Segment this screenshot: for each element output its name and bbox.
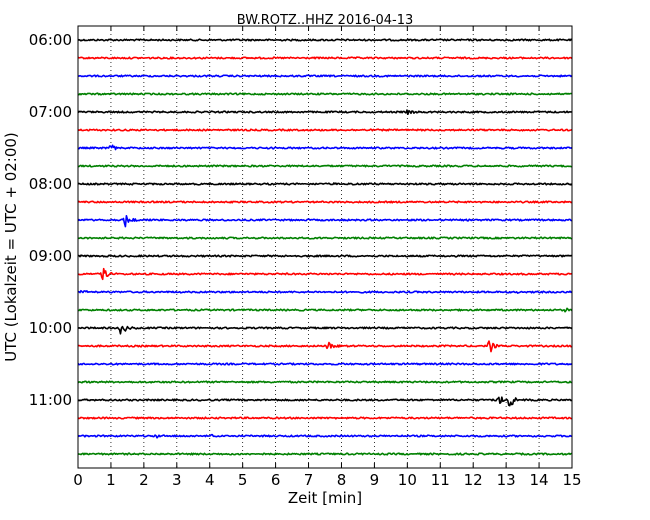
x-tick-label: 13 — [497, 471, 516, 489]
trace-1145 — [77, 452, 573, 456]
x-tick-label: 15 — [562, 471, 581, 489]
trace-1130 — [77, 433, 573, 439]
x-tick-label: 4 — [205, 471, 215, 489]
x-tick-label: 14 — [530, 471, 549, 489]
trace-1000 — [77, 325, 573, 335]
y-tick-label: 11:00 — [29, 391, 72, 409]
trace-1015 — [77, 340, 573, 353]
trace-0815 — [77, 200, 573, 204]
plot-frame — [77, 25, 573, 469]
y-tick-label: 08:00 — [29, 175, 72, 193]
y-tick-label: 10:00 — [29, 319, 72, 337]
x-tick-label: 2 — [139, 471, 149, 489]
trace-0730 — [77, 144, 573, 151]
trace-0615 — [77, 56, 573, 60]
x-tick-label: 6 — [271, 471, 281, 489]
ticks: 0 1 2 3 4 5 6 7 8 9 10 11 12 13 14 1506:0007:0008:0009:… — [29, 26, 582, 489]
grid — [110, 26, 540, 468]
trace-0745 — [77, 164, 573, 168]
y-tick-label: 07:00 — [29, 103, 72, 121]
trace-0600 — [77, 38, 573, 42]
trace-1115 — [77, 416, 573, 420]
x-tick-label: 1 — [106, 471, 116, 489]
trace-0700 — [77, 109, 573, 115]
trace-1100 — [77, 396, 573, 407]
x-tick-label: 7 — [304, 471, 314, 489]
x-tick-label: 9 — [370, 471, 380, 489]
chart-title: BW.ROTZ..HHZ 2016-04-13 — [237, 13, 413, 28]
y-tick-label: 09:00 — [29, 247, 72, 265]
traces — [77, 38, 573, 456]
x-tick-label: 11 — [431, 471, 450, 489]
trace-0930 — [77, 289, 573, 294]
trace-0900 — [77, 254, 573, 258]
x-tick-label: 8 — [337, 471, 347, 489]
x-tick-label: 0 — [73, 471, 83, 489]
y-axis-label: UTC (Lokalzeit = UTC + 02:00) — [2, 132, 20, 362]
x-axis-label: Zeit [min] — [288, 489, 362, 507]
trace-1045 — [77, 380, 573, 384]
trace-1030 — [77, 362, 573, 366]
y-tick-label: 06:00 — [29, 31, 72, 49]
trace-0645 — [77, 92, 573, 96]
trace-0845 — [77, 236, 573, 240]
x-tick-label: 12 — [464, 471, 483, 489]
trace-0830 — [77, 214, 573, 228]
x-tick-label: 5 — [238, 471, 248, 489]
trace-0945 — [77, 307, 573, 313]
trace-0715 — [77, 128, 573, 132]
x-tick-label: 3 — [172, 471, 182, 489]
trace-0915 — [77, 267, 573, 281]
trace-0630 — [77, 74, 573, 78]
trace-0800 — [77, 182, 573, 186]
x-tick-label: 10 — [398, 471, 417, 489]
